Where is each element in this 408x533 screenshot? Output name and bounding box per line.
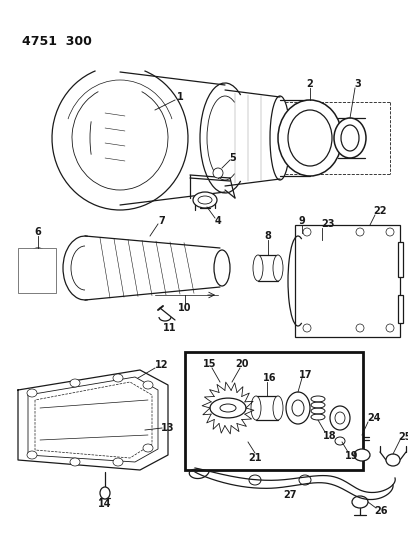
- Ellipse shape: [292, 400, 304, 416]
- Ellipse shape: [314, 247, 330, 269]
- Text: 17: 17: [299, 370, 313, 380]
- Ellipse shape: [341, 125, 359, 151]
- Text: 15: 15: [203, 359, 217, 369]
- Text: 26: 26: [374, 506, 388, 516]
- Ellipse shape: [113, 458, 123, 466]
- Ellipse shape: [70, 458, 80, 466]
- Ellipse shape: [303, 324, 311, 332]
- Ellipse shape: [303, 228, 311, 236]
- Text: 7: 7: [159, 216, 165, 226]
- Ellipse shape: [210, 398, 246, 418]
- Ellipse shape: [335, 412, 345, 424]
- Bar: [398, 295, 403, 323]
- Ellipse shape: [308, 240, 336, 276]
- Text: 12: 12: [155, 360, 169, 370]
- Ellipse shape: [24, 248, 52, 292]
- Text: 10: 10: [178, 303, 192, 313]
- Ellipse shape: [286, 392, 310, 424]
- Text: 16: 16: [263, 373, 277, 383]
- Text: 22: 22: [373, 206, 387, 216]
- Ellipse shape: [288, 110, 332, 166]
- Text: 5: 5: [230, 153, 236, 163]
- Ellipse shape: [70, 379, 80, 387]
- Text: 8: 8: [264, 231, 271, 241]
- Ellipse shape: [198, 196, 212, 204]
- Text: 18: 18: [323, 431, 337, 441]
- Ellipse shape: [334, 118, 366, 158]
- Text: 20: 20: [235, 359, 249, 369]
- Ellipse shape: [214, 250, 230, 286]
- Text: 19: 19: [345, 451, 359, 461]
- Ellipse shape: [220, 404, 236, 412]
- Ellipse shape: [193, 192, 217, 208]
- Ellipse shape: [386, 228, 394, 236]
- Text: 14: 14: [98, 499, 112, 509]
- Ellipse shape: [352, 496, 368, 508]
- Text: 9: 9: [299, 216, 305, 226]
- Text: 25: 25: [398, 432, 408, 442]
- Bar: [18, 248, 56, 293]
- Bar: [258, 255, 278, 281]
- Text: 4: 4: [215, 216, 222, 226]
- Text: 6: 6: [35, 227, 41, 237]
- Text: 2: 2: [307, 79, 313, 89]
- Ellipse shape: [299, 475, 311, 485]
- Ellipse shape: [273, 396, 283, 420]
- Bar: [295, 225, 400, 337]
- Text: 1: 1: [177, 92, 183, 102]
- Text: 13: 13: [161, 423, 175, 433]
- Ellipse shape: [278, 100, 342, 176]
- Ellipse shape: [27, 451, 37, 459]
- Ellipse shape: [335, 437, 345, 445]
- Bar: [398, 242, 403, 277]
- Ellipse shape: [251, 396, 261, 420]
- Polygon shape: [18, 370, 168, 470]
- Ellipse shape: [213, 168, 223, 178]
- Ellipse shape: [386, 324, 394, 332]
- Ellipse shape: [356, 324, 364, 332]
- Ellipse shape: [27, 389, 37, 397]
- Ellipse shape: [100, 487, 110, 499]
- Text: 3: 3: [355, 79, 361, 89]
- Ellipse shape: [143, 381, 153, 389]
- Ellipse shape: [31, 258, 45, 282]
- Text: 23: 23: [321, 219, 335, 229]
- Ellipse shape: [330, 406, 350, 430]
- Bar: [185, 352, 363, 470]
- Text: 24: 24: [367, 413, 381, 423]
- Ellipse shape: [113, 374, 123, 382]
- Ellipse shape: [253, 255, 263, 281]
- Ellipse shape: [249, 475, 261, 485]
- Ellipse shape: [273, 255, 283, 281]
- Text: 21: 21: [248, 453, 262, 463]
- Ellipse shape: [143, 444, 153, 452]
- Text: 4751  300: 4751 300: [22, 35, 92, 48]
- Ellipse shape: [386, 454, 400, 466]
- Bar: [256, 396, 278, 420]
- Text: 27: 27: [283, 490, 297, 500]
- Text: 11: 11: [163, 323, 177, 333]
- Ellipse shape: [356, 228, 364, 236]
- Ellipse shape: [354, 449, 370, 461]
